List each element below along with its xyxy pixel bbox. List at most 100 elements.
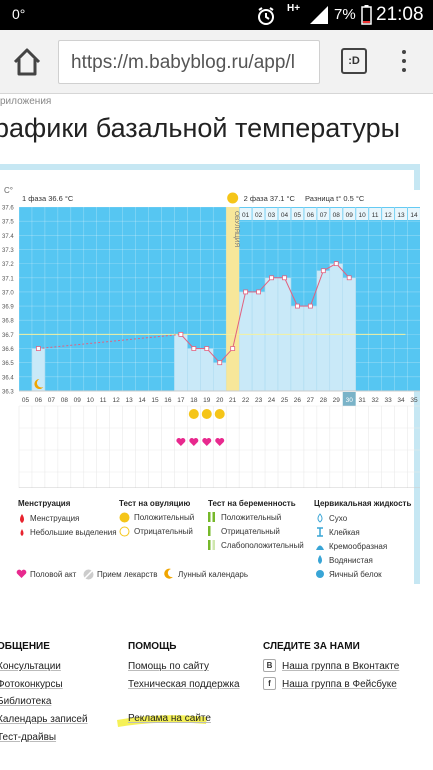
- breadcrumb[interactable]: риложения: [0, 96, 52, 107]
- overflow-menu-icon[interactable]: [400, 50, 408, 74]
- footer-link-vk[interactable]: Наша группа в Вконтакте: [282, 661, 400, 672]
- footer-link[interactable]: Тест-драйвы: [0, 732, 57, 743]
- temperature-point: [217, 360, 223, 366]
- today-highlight: [342, 392, 356, 406]
- luteal-day-cell: [304, 208, 317, 220]
- legend-spotting: Небольшие выделения: [30, 528, 117, 537]
- vk-icon[interactable]: В: [263, 659, 276, 672]
- cycle-day-label: 32: [372, 397, 380, 404]
- luteal-day-label: 07: [320, 212, 328, 219]
- cycle-day-label: 14: [138, 397, 146, 404]
- ovulation-test-marker: [201, 409, 212, 419]
- home-icon[interactable]: [10, 45, 44, 79]
- cycle-day-label: 09: [74, 397, 82, 404]
- url-field[interactable]: https://m.babyblog.ru/app/l: [58, 40, 320, 84]
- footer-col2-title: ПОМОЩЬ: [128, 641, 177, 652]
- footer-col3-title: СЛЕДИТЕ ЗА НАМИ: [263, 641, 360, 652]
- temperature-point: [346, 275, 352, 281]
- cycle-day-label: 12: [113, 397, 121, 404]
- temperature-point: [295, 303, 300, 309]
- legend-pregnancy-negative: Отрицательный: [221, 527, 280, 536]
- temperature-point: [307, 303, 313, 309]
- cycle-day-label: 19: [203, 397, 211, 404]
- cycle-day-label: 16: [164, 397, 172, 404]
- cycle-day-label: 29: [333, 397, 341, 404]
- temperature-point: [269, 275, 274, 281]
- luteal-day-label: 11: [372, 212, 379, 219]
- legend-cervical-dry: Сухо: [329, 514, 348, 523]
- legend-pregnancy-title: Тест на беременность: [208, 499, 296, 508]
- url-text[interactable]: https://m.babyblog.ru/app/l: [71, 52, 295, 73]
- cream-icon: [316, 545, 324, 550]
- y-tick-label: 36.9: [2, 305, 14, 311]
- temperature-bar: [251, 291, 266, 392]
- luteal-day-cell: [265, 208, 278, 220]
- drop-small-icon: [20, 529, 24, 536]
- temperature-line-segment: [309, 270, 324, 307]
- footer-link[interactable]: Помощь по сайту: [128, 661, 209, 672]
- page-title: рафики базальной температуры: [0, 113, 401, 143]
- luteal-day-cell: [369, 208, 382, 220]
- temperature-bar: [238, 291, 253, 392]
- y-tick-label: 37.6: [2, 206, 14, 212]
- temperature-point: [178, 331, 184, 337]
- footer-link[interactable]: Реклама на сайте: [128, 713, 211, 724]
- y-tick-label: 36.7: [2, 333, 14, 339]
- facebook-icon[interactable]: f: [263, 677, 276, 690]
- battery-percent: 7%: [334, 6, 356, 23]
- yellow-highlight: [117, 715, 207, 727]
- footer-link[interactable]: Фотоконкурсы: [0, 679, 63, 690]
- cycle-day-label: 07: [48, 397, 56, 404]
- drop-outline-icon: [317, 513, 323, 523]
- footer-link[interactable]: Техническая поддержка: [128, 679, 240, 690]
- y-tick-label: 37.3: [2, 248, 14, 254]
- intercourse-marker: [202, 438, 212, 446]
- cycle-day-label: 23: [255, 397, 263, 404]
- legend-cervical-eggwhite: Яичный белок: [329, 570, 382, 579]
- y-tick-label: 36.4: [2, 375, 14, 381]
- tabs-button[interactable]: :D: [341, 48, 367, 74]
- battery-icon: [361, 5, 372, 25]
- luteal-day-cell: [356, 208, 369, 220]
- drop-red-icon: [20, 514, 24, 523]
- drop-blue-icon: [318, 555, 322, 564]
- temperature-point: [230, 346, 236, 351]
- cycle-day-label: 34: [397, 397, 405, 404]
- luteal-day-cell: [252, 208, 265, 220]
- cycle-day-label: 22: [242, 397, 250, 404]
- cycle-day-label: 08: [61, 397, 69, 404]
- egg-white-icon: [316, 570, 324, 578]
- legend-menstruation-title: Менструация: [18, 499, 71, 508]
- test-negative-icon: [208, 526, 211, 536]
- ovulation-test-marker: [214, 409, 225, 419]
- legend-menstruation: Менструация: [30, 514, 80, 523]
- legend-ovulation-negative: Отрицательный: [134, 527, 193, 536]
- sticky-icon: [317, 527, 323, 537]
- ovulation-label: ОВУЛЯЦИЯ: [233, 211, 240, 248]
- temperature-bar: [31, 348, 46, 392]
- cycle-day-label: 20: [216, 397, 224, 404]
- footer-link[interactable]: Библиотека: [0, 696, 52, 707]
- cycle-day-label: 31: [359, 397, 367, 404]
- y-unit-label: С°: [4, 186, 13, 195]
- ovulation-sun-marker: [227, 192, 239, 204]
- y-tick-label: 36.6: [2, 347, 14, 353]
- footer-link[interactable]: Консультации: [0, 661, 61, 672]
- luteal-day-label: 02: [255, 212, 263, 219]
- y-tick-label: 37.2: [2, 262, 14, 268]
- legend-cervical-sticky: Клейкая: [329, 528, 360, 537]
- intercourse-marker: [215, 438, 225, 446]
- luteal-day-cell: [278, 208, 291, 220]
- temperature-point: [191, 346, 197, 351]
- y-tick-label: 37.4: [2, 234, 14, 240]
- footer-link-facebook[interactable]: Наша группа в Фейсбуке: [282, 679, 397, 690]
- ovulation-test-marker: [188, 409, 199, 419]
- cycle-day-label: 10: [87, 397, 95, 404]
- luteal-day-label: 14: [410, 212, 418, 219]
- status-bar: 0° H+ 7% 21:08: [0, 0, 433, 30]
- circle-outline-icon: [119, 526, 130, 537]
- temperature-point: [282, 275, 287, 281]
- temperature-bar: [187, 348, 201, 392]
- footer-link[interactable]: Календарь записей: [0, 714, 88, 725]
- luteal-day-cell: [330, 208, 343, 220]
